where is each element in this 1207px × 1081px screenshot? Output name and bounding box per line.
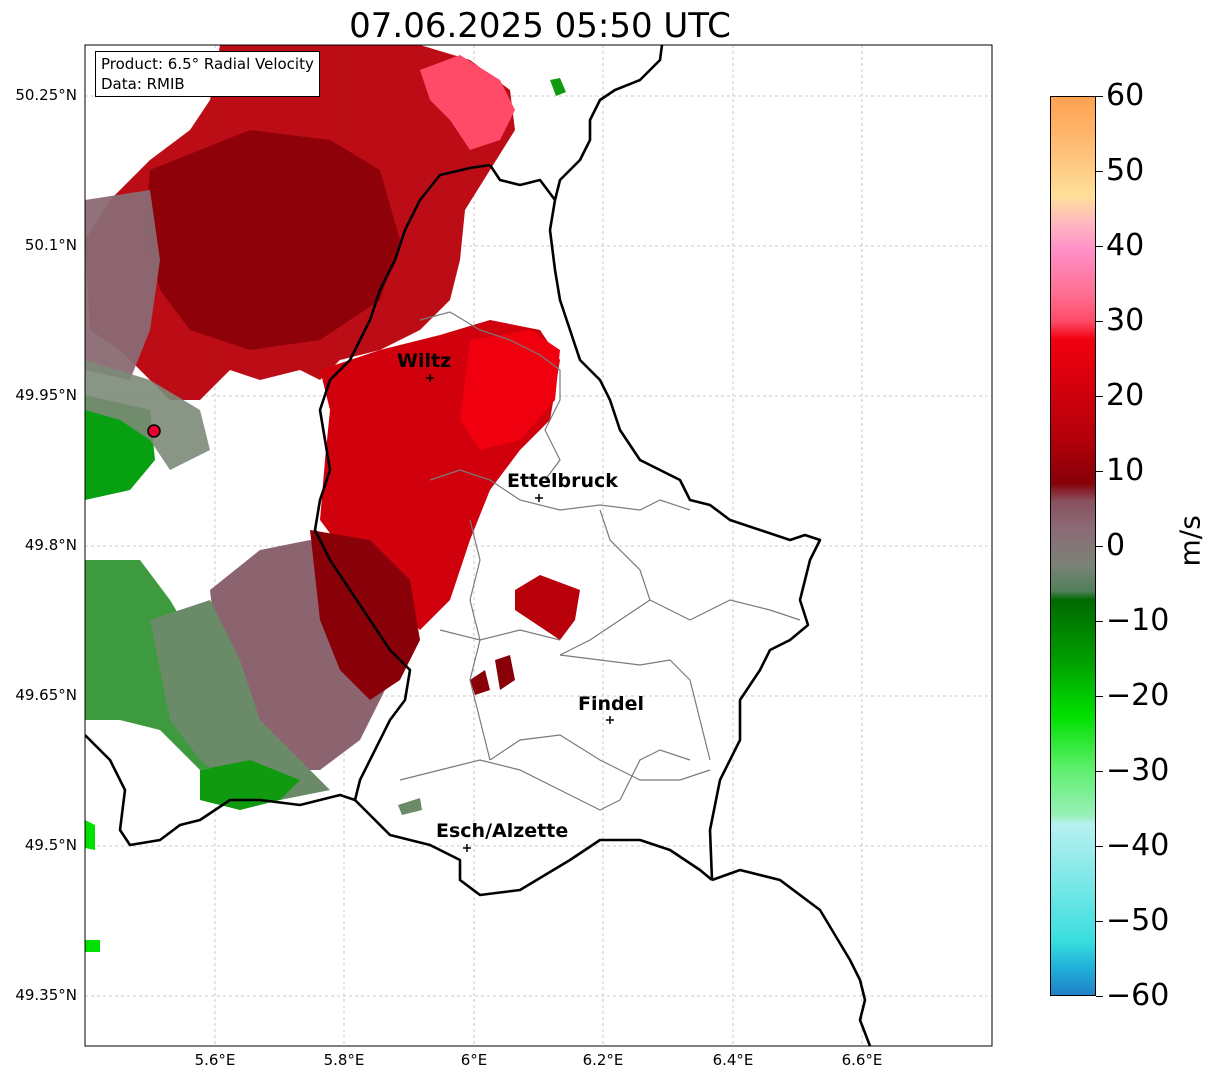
colorbar-tick-label: −50 <box>1106 903 1170 938</box>
border-fr-be <box>85 734 356 847</box>
x-tick: 5.8°E <box>323 1051 365 1069</box>
colorbar-tick-mark <box>1096 171 1103 172</box>
colorbar-tick-label: 30 <box>1106 303 1145 338</box>
colorbar-tick-mark <box>1096 846 1103 847</box>
x-tick: 5.6°E <box>194 1051 236 1069</box>
colorbar-tick-label: −60 <box>1106 978 1170 1013</box>
city-marker-esch <box>463 844 471 852</box>
city-marker-ettelbruck <box>535 494 543 502</box>
colorbar-tick-mark <box>1096 621 1103 622</box>
commune-boundaries <box>399 311 801 811</box>
echo-greygreen-sw <box>150 600 330 800</box>
colorbar-tick-label: 20 <box>1106 378 1145 413</box>
echo-bright-red <box>460 330 560 450</box>
echo-cell-4 <box>398 798 422 815</box>
city-label-esch: Esch/Alzette <box>436 820 569 842</box>
colorbar-tick-mark <box>1096 546 1103 547</box>
echo-cell-3 <box>470 670 490 695</box>
product-info-box: Product: 6.5° Radial Velocity Data: RMIB <box>95 51 320 97</box>
y-tick: 49.5°N <box>24 836 77 854</box>
echo-cell-7 <box>550 78 566 96</box>
city-label-wiltz: Wiltz <box>397 350 452 372</box>
x-tick: 6.6°E <box>841 1051 883 1069</box>
y-tick: 50.1°N <box>24 236 77 254</box>
city-marker-findel <box>606 716 614 724</box>
colorbar-tick-label: −30 <box>1106 753 1170 788</box>
city-label-ettelbruck: Ettelbruck <box>507 470 618 492</box>
y-tick: 49.95°N <box>15 386 77 404</box>
country-borders <box>85 45 872 1046</box>
echo-cell-1 <box>515 575 580 640</box>
border-be-lu-west <box>313 163 713 897</box>
y-tick: 49.35°N <box>15 986 77 1004</box>
x-tick: 6.2°E <box>582 1051 624 1069</box>
echo-cell-2 <box>495 655 515 690</box>
echo-cell-5 <box>85 820 95 850</box>
echo-green-south <box>200 760 300 810</box>
colorbar-tick-label: 10 <box>1106 453 1145 488</box>
radar-echoes <box>85 45 580 952</box>
colorbar-tick-label: −10 <box>1106 603 1170 638</box>
echo-cell-6 <box>85 940 100 952</box>
colorbar-tick-mark <box>1096 246 1103 247</box>
colorbar-tick-mark <box>1096 921 1103 922</box>
echo-grey-radar <box>85 360 210 470</box>
colorbar-tick-mark <box>1096 771 1103 772</box>
colorbar-tick-label: 50 <box>1106 153 1145 188</box>
echo-outbound-dark <box>145 130 400 350</box>
radar-site-marker <box>147 424 161 438</box>
plot-frame <box>84 44 993 1047</box>
colorbar-tick-mark <box>1096 321 1103 322</box>
echo-pink-north <box>420 55 515 150</box>
city-marker-wiltz <box>426 374 434 382</box>
colorbar-tick-mark <box>1096 996 1103 997</box>
x-tick: 6°E <box>460 1051 488 1069</box>
colorbar-tick-label: −40 <box>1106 828 1170 863</box>
border-be-lu-north <box>548 45 822 881</box>
map-title: 07.06.2025 05:50 UTC <box>349 6 731 46</box>
colorbar-label: m/s <box>1173 515 1207 567</box>
y-tick: 49.65°N <box>15 686 77 704</box>
colorbar-tick-label: 60 <box>1106 78 1145 113</box>
y-tick: 49.8°N <box>24 536 77 554</box>
colorbar-tick-mark <box>1096 396 1103 397</box>
border-north-ext <box>488 164 557 201</box>
city-markers <box>426 374 614 852</box>
echo-grey-west <box>85 190 160 380</box>
y-tick: 50.25°N <box>15 86 77 104</box>
velocity-colorbar <box>1050 96 1096 996</box>
x-tick: 6.4°E <box>712 1051 754 1069</box>
product-label: Product: 6.5° Radial Velocity <box>101 55 314 73</box>
colorbar-tick-label: 40 <box>1106 228 1145 263</box>
city-label-findel: Findel <box>578 693 645 715</box>
colorbar-tick-mark <box>1096 96 1103 97</box>
colorbar-tick-label: 0 <box>1106 528 1126 563</box>
colorbar-tick-label: −20 <box>1106 678 1170 713</box>
border-lu-de-south <box>711 868 872 1046</box>
colorbar-tick-mark <box>1096 696 1103 697</box>
data-source-label: Data: RMIB <box>101 75 185 93</box>
colorbar-tick-mark <box>1096 471 1103 472</box>
